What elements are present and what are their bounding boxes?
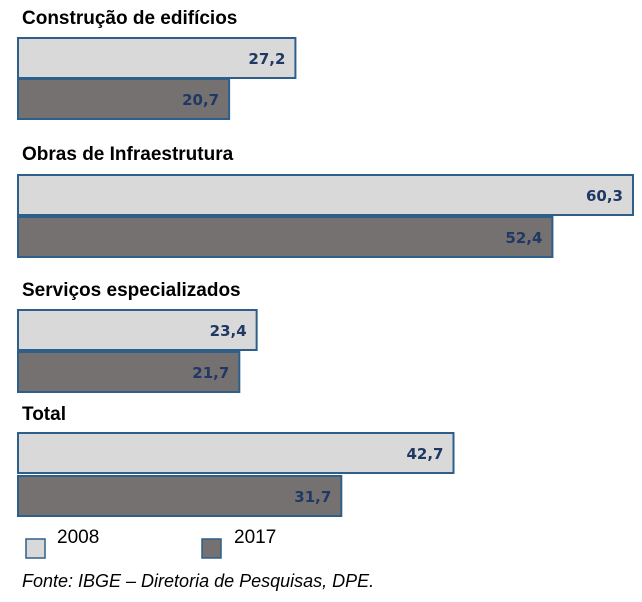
bar-2017 [17, 78, 231, 120]
bar-2008 [17, 37, 297, 79]
data-label: 52,4 [505, 229, 542, 247]
bar-2008 [17, 309, 258, 351]
category-title: Serviços especializados [22, 280, 241, 301]
bar-chart: Construção de edifícios 27,2 20,7 Obras de … [17, 8, 634, 559]
data-label: 42,7 [406, 445, 443, 463]
category-title: Construção de edifícios [22, 8, 237, 29]
data-label: 23,4 [210, 322, 247, 340]
legend-swatch-2017 [201, 538, 222, 559]
bar-2017 [17, 216, 554, 258]
data-label: 21,7 [192, 364, 229, 382]
source-note: Fonte: IBGE – Diretoria de Pesquisas, DP… [22, 571, 375, 591]
legend-label: 2008 [57, 527, 99, 548]
category-title: Obras de Infraestrutura [22, 144, 234, 165]
bar-2008 [17, 174, 634, 216]
data-label: 60,3 [586, 187, 623, 205]
data-label: 20,7 [182, 91, 219, 109]
category-title: Total [22, 404, 66, 425]
legend-swatch-2008 [25, 538, 46, 559]
data-label: 27,2 [248, 50, 285, 68]
bar-2017 [17, 475, 343, 517]
bar-2017 [17, 351, 241, 393]
data-label: 31,7 [294, 488, 331, 506]
bar-2008 [17, 432, 455, 474]
legend-label: 2017 [234, 527, 276, 548]
